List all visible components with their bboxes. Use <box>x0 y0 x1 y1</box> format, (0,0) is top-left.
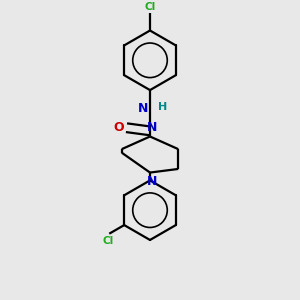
Text: Cl: Cl <box>102 236 113 246</box>
Text: O: O <box>113 121 124 134</box>
Text: H: H <box>158 102 167 112</box>
Text: N: N <box>138 102 148 116</box>
Text: N: N <box>146 121 157 134</box>
Text: N: N <box>146 175 157 188</box>
Text: Cl: Cl <box>144 2 156 12</box>
